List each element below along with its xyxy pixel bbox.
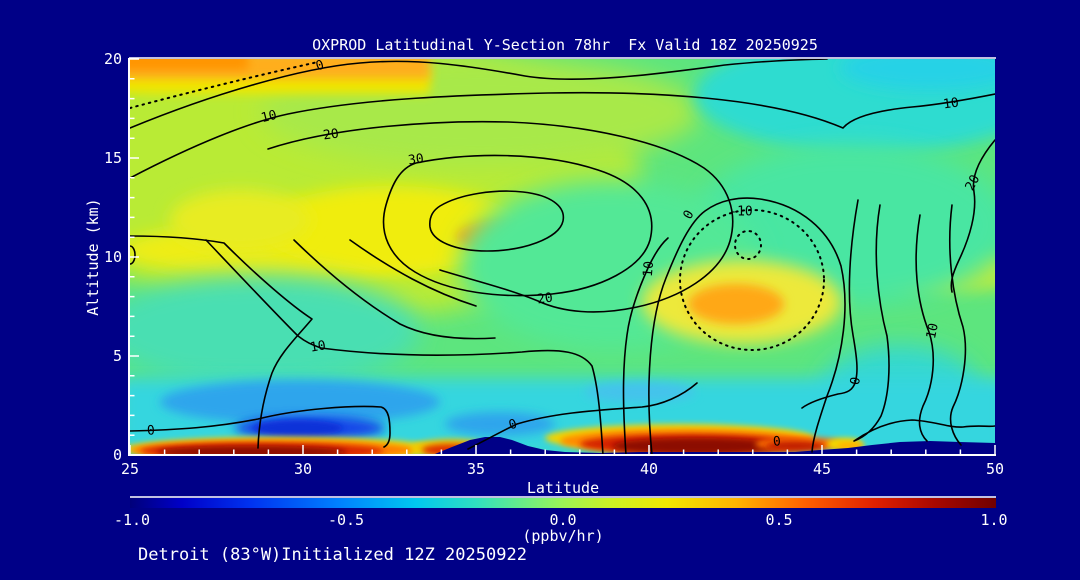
contour-label: 0 [772,434,781,450]
y-tick-label: 0 [113,446,122,464]
contour-labels: 0 10 20 30 0 -10 10 10 20 10 20 0 0 0 10… [146,58,983,450]
contour-label: 10 [309,338,327,355]
contour-lines [130,59,995,455]
colorbar: -1.0 -0.5 0.0 0.5 1.0 (ppbv/hr) [114,496,1008,545]
x-axis-title: Latitude [527,479,599,497]
x-tick-labels: 25 30 35 40 45 50 [121,460,1004,478]
y-tick-label: 10 [104,248,122,266]
x-tick-label: 45 [813,460,831,478]
colorbar-tick-label: 0.0 [549,511,576,529]
x-tick-label: 25 [121,460,139,478]
colorbar-units-label: (ppbv/hr) [522,527,603,545]
axis-ticks [129,58,996,456]
colorbar-tick-label: 0.5 [765,511,792,529]
contour-label: 20 [963,173,984,194]
figure-caption: Detroit (83°W)Initialized 12Z 20250922 [138,545,527,565]
colorbar-tick-label: 1.0 [980,511,1007,529]
x-tick-label: 50 [986,460,1004,478]
tick-marks [129,58,996,456]
contour-label: 10 [641,261,657,278]
y-axis-title: Altitude (km) [84,198,102,315]
y-tick-label: 5 [113,347,122,365]
colorbar-tick-label: -1.0 [114,511,150,529]
x-tick-label: 35 [467,460,485,478]
contour-label: 20 [322,126,340,143]
contour-lines-negative-dotted [130,61,825,351]
y-tick-label: 15 [104,149,122,167]
x-tick-label: 30 [294,460,312,478]
chart-title: OXPROD Latitudinal Y-Section 78hr Fx Val… [312,36,818,54]
contour-label: 0 [146,423,155,439]
y-tick-label: 20 [104,50,122,68]
contour-label: 10 [924,322,942,340]
contour-label: 20 [536,290,554,307]
y-tick-labels: 20 15 10 5 0 [104,50,122,464]
contour-label: 10 [260,108,279,126]
axes [128,57,996,456]
contour-label: -10 [729,205,752,220]
x-tick-label: 40 [640,460,658,478]
colorbar-tick-labels: -1.0 -0.5 0.0 0.5 1.0 [114,511,1008,529]
contour-label: 30 [407,151,425,168]
colorbar-tick-label: -0.5 [328,511,364,529]
contour-label: 10 [942,95,960,112]
contour-label: 0 [848,376,864,386]
contour-fill-field [130,59,995,455]
terrain-silhouette [432,437,995,455]
colorbar-gradient [130,498,996,508]
